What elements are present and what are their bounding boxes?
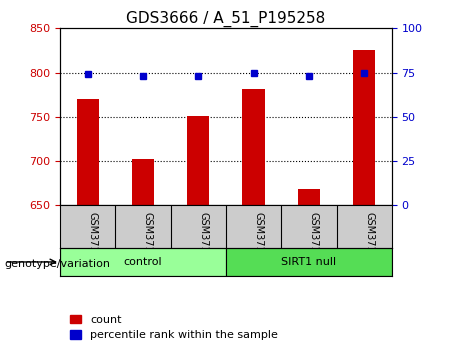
Bar bbox=[77, 99, 99, 205]
Text: GSM371989: GSM371989 bbox=[143, 212, 153, 271]
FancyBboxPatch shape bbox=[226, 248, 392, 276]
Bar bbox=[132, 159, 154, 205]
Bar bbox=[298, 189, 320, 205]
Bar bbox=[242, 89, 265, 205]
Text: GSM371991: GSM371991 bbox=[254, 212, 264, 271]
Text: genotype/variation: genotype/variation bbox=[5, 259, 111, 269]
Text: SIRT1 null: SIRT1 null bbox=[281, 257, 337, 267]
Text: GSM371990: GSM371990 bbox=[198, 212, 208, 271]
Text: control: control bbox=[124, 257, 162, 267]
Text: GSM371988: GSM371988 bbox=[88, 212, 98, 271]
Text: GSM371993: GSM371993 bbox=[364, 212, 374, 271]
Bar bbox=[353, 50, 375, 205]
Bar bbox=[187, 116, 209, 205]
Legend: count, percentile rank within the sample: count, percentile rank within the sample bbox=[65, 310, 282, 345]
Title: GDS3666 / A_51_P195258: GDS3666 / A_51_P195258 bbox=[126, 11, 325, 27]
FancyBboxPatch shape bbox=[60, 248, 226, 276]
Text: GSM371992: GSM371992 bbox=[309, 212, 319, 271]
